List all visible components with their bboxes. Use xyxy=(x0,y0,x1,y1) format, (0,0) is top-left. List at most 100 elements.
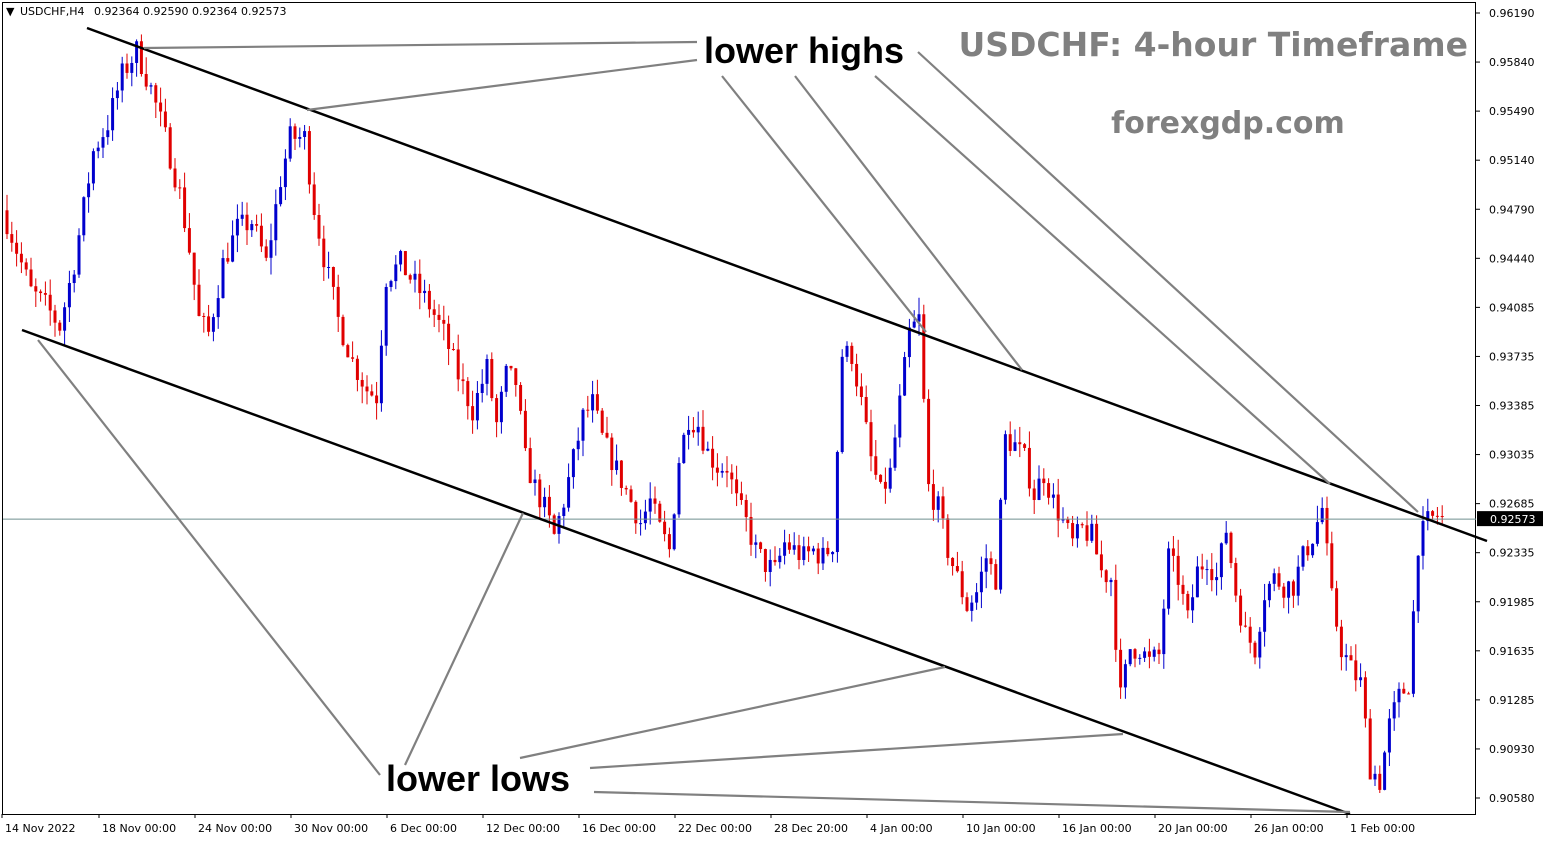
candle-bull xyxy=(1383,752,1387,790)
y-tick-label: 0.90930 xyxy=(1489,743,1535,756)
candle-bear xyxy=(667,534,671,550)
candle-bull xyxy=(221,258,225,299)
lower-lows-pointers xyxy=(37,339,1351,814)
pointer-line xyxy=(589,732,1124,770)
header-caret-icon[interactable]: ▼ xyxy=(6,5,15,18)
y-tick-label: 0.96190 xyxy=(1489,7,1535,20)
candle-bull xyxy=(394,264,398,282)
candle-bull xyxy=(101,137,105,148)
candle-bear xyxy=(1210,569,1214,581)
candle-bull xyxy=(1426,511,1430,522)
current-price-box: 0.92573 xyxy=(1477,511,1543,526)
candle-bear xyxy=(605,432,609,438)
candle-bear xyxy=(408,275,412,280)
candle-bear xyxy=(159,102,163,112)
candle-bull xyxy=(1267,583,1271,601)
candle-bull xyxy=(240,214,244,219)
candle-bear xyxy=(927,398,931,485)
candle-bear xyxy=(1027,447,1031,489)
candle-bull xyxy=(475,392,479,421)
candle-bear xyxy=(600,410,604,433)
current-price-box-bg xyxy=(1477,511,1543,527)
candle-bear xyxy=(1330,543,1334,589)
candle-bull xyxy=(821,547,825,564)
candle-bull xyxy=(235,218,239,236)
candle-bull xyxy=(111,98,115,131)
candle-bear xyxy=(207,316,211,332)
y-tick-label: 0.95490 xyxy=(1489,105,1535,118)
y-tick-label: 0.93385 xyxy=(1489,400,1535,413)
candle-bear xyxy=(523,410,527,449)
candle-bull xyxy=(687,429,691,435)
candle-bear xyxy=(427,290,431,310)
x-tick-label: 16 Dec 00:00 xyxy=(582,822,656,835)
pointer-line xyxy=(721,75,927,333)
candle-bear xyxy=(259,225,263,247)
candle-bear xyxy=(1104,570,1108,583)
candle-bull xyxy=(562,507,566,516)
candle-bull xyxy=(1061,519,1065,521)
candle-bear xyxy=(1071,523,1075,539)
candle-bear xyxy=(1047,483,1051,498)
candle-bull xyxy=(504,365,508,392)
candle-bull xyxy=(1421,521,1425,556)
candle-bull xyxy=(379,345,383,404)
candle-bear xyxy=(951,557,955,567)
candle-bull xyxy=(1152,649,1156,657)
candle-bull xyxy=(1359,677,1363,681)
candle-bear xyxy=(154,85,158,103)
upper-channel-line xyxy=(86,26,1488,543)
candle-bull xyxy=(1219,543,1223,578)
candle-bull xyxy=(1296,566,1300,596)
candle-bear xyxy=(1239,595,1243,626)
candle-bear xyxy=(1435,515,1439,517)
candle-bear xyxy=(653,498,657,504)
candle-bull xyxy=(893,437,897,468)
candle-bull xyxy=(87,183,91,198)
candle-bull xyxy=(216,298,220,318)
candle-bull xyxy=(567,477,571,508)
candle-bull xyxy=(571,449,575,478)
candle-bull xyxy=(279,187,283,205)
y-tick-label: 0.92335 xyxy=(1489,547,1535,560)
candle-bear xyxy=(1200,566,1204,570)
x-tick-label: 1 Feb 00:00 xyxy=(1350,822,1415,835)
candle-bull xyxy=(485,359,489,384)
candle-bull xyxy=(269,240,273,258)
candle-bull xyxy=(1090,523,1094,541)
candle-bull xyxy=(936,496,940,510)
candle-bear xyxy=(456,349,460,380)
candle-bull xyxy=(778,555,782,563)
candle-bull xyxy=(643,511,647,524)
candle-bull xyxy=(1195,566,1199,598)
y-tick-label: 0.93735 xyxy=(1489,350,1535,363)
candle-bear xyxy=(941,496,945,519)
candle-bull xyxy=(283,158,287,188)
pointer-line xyxy=(143,40,698,50)
candle-bear xyxy=(749,516,753,545)
y-tick-label: 0.91285 xyxy=(1489,694,1535,707)
candle-bull xyxy=(898,395,902,438)
candle-bear xyxy=(1431,511,1435,516)
x-tick-label: 4 Jan 00:00 xyxy=(870,822,933,835)
y-tick-label: 0.95140 xyxy=(1489,154,1535,167)
x-tick-label: 14 Nov 2022 xyxy=(5,822,75,835)
chart-watermark-site: forexgdp.com xyxy=(1111,106,1345,141)
candle-bull xyxy=(1315,522,1319,544)
candle-bear xyxy=(1335,588,1339,627)
candle-bear xyxy=(773,559,777,563)
candle-bear xyxy=(1368,718,1372,780)
candle-bear xyxy=(595,394,599,411)
candle-bear xyxy=(183,187,187,229)
candle-bear xyxy=(375,395,379,404)
candle-bull xyxy=(327,267,331,269)
candle-bear xyxy=(48,294,52,311)
candle-bull xyxy=(802,546,806,561)
candle-bear xyxy=(495,398,499,423)
candle-bear xyxy=(1277,573,1281,587)
candle-bear xyxy=(1339,626,1343,658)
header-ohlc: 0.92364 0.92590 0.92364 0.92573 xyxy=(94,5,286,18)
candle-bear xyxy=(1008,434,1012,451)
candle-bull xyxy=(792,545,796,550)
candle-bear xyxy=(365,386,369,392)
